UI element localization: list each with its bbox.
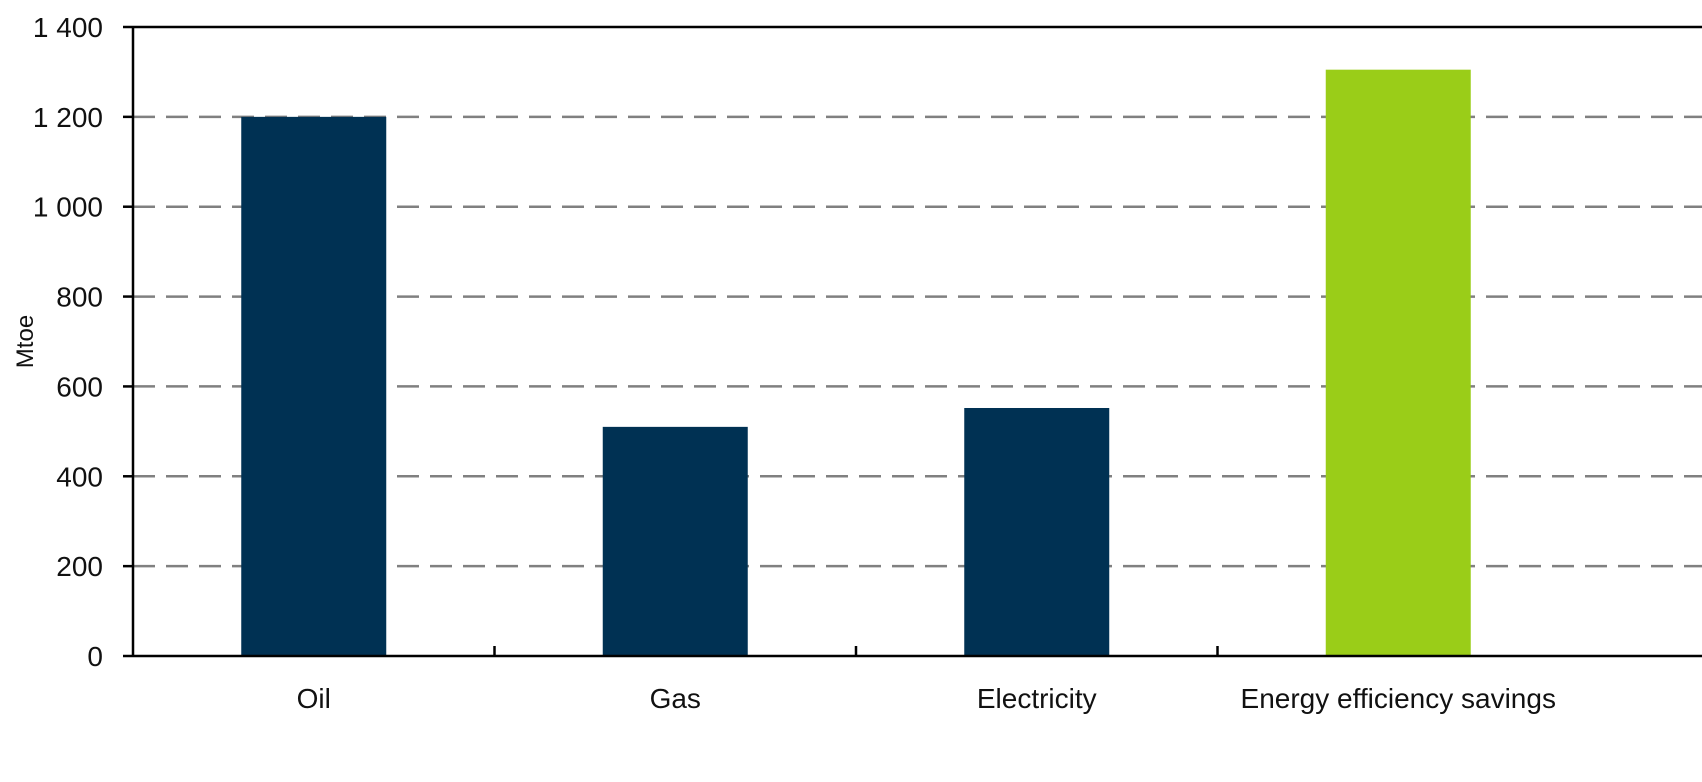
bar-energy-efficiency-savings bbox=[1326, 70, 1471, 656]
bars bbox=[241, 70, 1471, 656]
y-tick-labels: 0 200 400 600 800 1 000 1 200 1 400 bbox=[33, 12, 103, 672]
bar-oil bbox=[241, 117, 386, 656]
y-tick-label-1200: 1 200 bbox=[33, 102, 103, 133]
y-tick-label-1400: 1 400 bbox=[33, 12, 103, 43]
x-category-label-energy-efficiency-savings: Energy efficiency savings bbox=[1241, 683, 1556, 714]
y-tick-label-800: 800 bbox=[56, 282, 103, 313]
x-category-label-gas: Gas bbox=[650, 683, 701, 714]
y-tick-label-0: 0 bbox=[87, 641, 103, 672]
y-axis-title: Mtoe bbox=[12, 315, 39, 368]
x-category-label-oil: Oil bbox=[297, 683, 331, 714]
x-category-labels: Oil Gas Electricity Energy efficiency savin… bbox=[297, 683, 1556, 714]
y-tick-label-600: 600 bbox=[56, 371, 103, 402]
bar-electricity bbox=[964, 408, 1109, 656]
y-tick-label-400: 400 bbox=[56, 461, 103, 492]
x-category-label-electricity: Electricity bbox=[977, 683, 1097, 714]
bar-gas bbox=[603, 427, 748, 656]
y-tick-label-200: 200 bbox=[56, 551, 103, 582]
y-tick-label-1000: 1 000 bbox=[33, 192, 103, 223]
